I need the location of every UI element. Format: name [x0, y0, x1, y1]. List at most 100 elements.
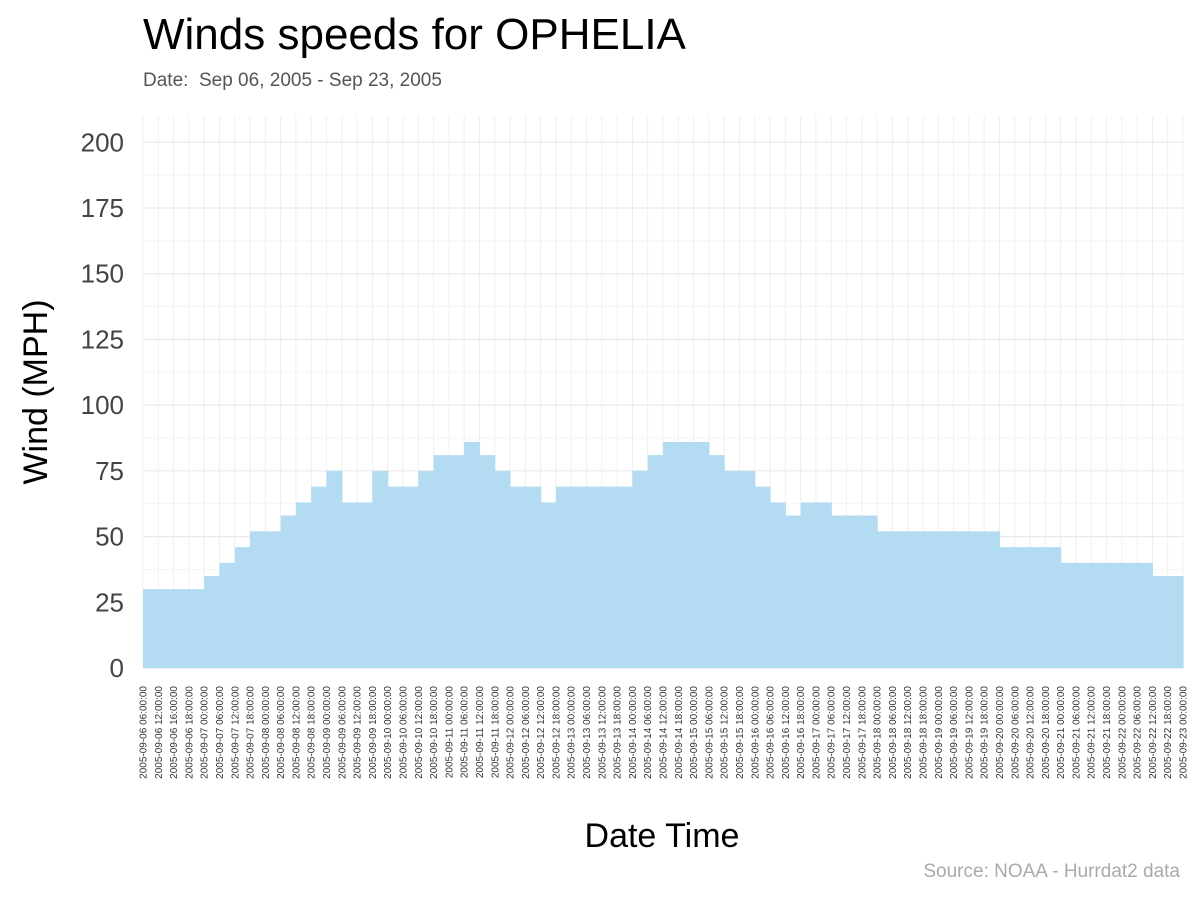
- wind-value-step: [1167, 576, 1184, 668]
- x-tick-label: 2005-09-14 18:00:00: [674, 686, 685, 779]
- x-tick-label: 2005-09-12 12:00:00: [536, 686, 547, 779]
- x-tick-label: 2005-09-16 06:00:00: [766, 686, 777, 779]
- x-tick-label: 2005-09-12 06:00:00: [521, 686, 532, 779]
- wind-value-step: [280, 515, 297, 668]
- wind-value-step: [555, 486, 572, 668]
- x-tick-label: 2005-09-19 18:00:00: [980, 686, 991, 779]
- wind-value-step: [510, 486, 526, 668]
- x-tick-label: 2005-09-06 12:00:00: [154, 686, 165, 779]
- wind-value-step: [739, 470, 756, 668]
- wind-value-step: [907, 531, 924, 668]
- wind-value-step: [387, 486, 404, 668]
- x-tick-label: 2005-09-16 18:00:00: [796, 686, 807, 779]
- x-tick-label: 2005-09-21 18:00:00: [1102, 686, 1113, 779]
- wind-value-step: [938, 531, 955, 668]
- wind-value-step: [250, 531, 266, 668]
- x-tick-label: 2005-09-18 06:00:00: [888, 686, 899, 779]
- x-tick-label: 2005-09-21 12:00:00: [1087, 686, 1098, 779]
- wind-value-step: [219, 562, 236, 668]
- wind-value-step: [188, 589, 205, 668]
- wind-value-step: [341, 502, 358, 668]
- y-tick-label: 75: [95, 456, 124, 486]
- x-tick-label: 2005-09-17 12:00:00: [842, 686, 853, 779]
- x-tick-label: 2005-09-18 12:00:00: [903, 686, 914, 779]
- x-tick-label: 2005-09-12 18:00:00: [551, 686, 562, 779]
- wind-value-step: [1091, 562, 1108, 668]
- x-tick-label: 2005-09-22 18:00:00: [1163, 686, 1174, 779]
- x-tick-label: 2005-09-06 18:00:00: [184, 686, 195, 779]
- wind-value-step: [571, 486, 588, 668]
- x-tick-label: 2005-09-20 12:00:00: [1026, 686, 1037, 779]
- y-axis-title: Wind (MPH): [17, 299, 55, 484]
- wind-value-step: [311, 486, 328, 668]
- wind-value-step: [204, 576, 221, 668]
- wind-value-step: [143, 589, 159, 668]
- wind-value-step: [770, 502, 786, 668]
- wind-value-step: [464, 441, 481, 668]
- y-tick-label: 175: [81, 193, 124, 223]
- wind-value-step: [234, 547, 251, 668]
- x-tick-label: 2005-09-09 18:00:00: [368, 686, 379, 779]
- wind-value-step: [586, 486, 603, 668]
- x-tick-label: 2005-09-13 18:00:00: [613, 686, 624, 779]
- x-tick-label: 2005-09-20 00:00:00: [995, 686, 1006, 779]
- x-axis-ticks: 2005-09-06 06:00:00 2005-09-06 12:00:00 20…: [139, 686, 1190, 779]
- x-tick-label: 2005-09-15 18:00:00: [735, 686, 746, 779]
- wind-value-step: [800, 502, 817, 668]
- wind-value-step: [1075, 562, 1092, 668]
- wind-value-step: [540, 502, 557, 668]
- x-tick-label: 2005-09-06 06:00:00: [139, 686, 150, 779]
- wind-value-step: [418, 470, 435, 668]
- wind-value-step: [1183, 576, 1184, 668]
- x-tick-label: 2005-09-14 06:00:00: [643, 686, 654, 779]
- wind-value-step: [601, 486, 618, 668]
- chart-subtitle: Date: Sep 06, 2005 - Sep 23, 2005: [143, 70, 442, 91]
- x-tick-label: 2005-09-19 12:00:00: [964, 686, 975, 779]
- x-tick-label: 2005-09-07 00:00:00: [200, 686, 211, 779]
- wind-value-step: [693, 441, 710, 668]
- wind-value-step: [831, 515, 848, 668]
- wind-value-step: [815, 502, 832, 668]
- y-tick-label: 0: [110, 653, 124, 683]
- wind-value-step: [479, 455, 496, 668]
- x-tick-label: 2005-09-14 00:00:00: [628, 686, 639, 779]
- x-tick-label: 2005-09-20 18:00:00: [1041, 686, 1052, 779]
- x-tick-label: 2005-09-15 06:00:00: [704, 686, 715, 779]
- x-tick-label: 2005-09-11 18:00:00: [490, 686, 501, 779]
- x-tick-label: 2005-09-18 18:00:00: [919, 686, 930, 779]
- x-tick-label: 2005-09-18 00:00:00: [873, 686, 884, 779]
- x-tick-label: 2005-09-07 12:00:00: [230, 686, 241, 779]
- wind-value-step: [173, 589, 190, 668]
- x-tick-label: 2005-09-14 12:00:00: [659, 686, 670, 779]
- x-tick-label: 2005-09-10 18:00:00: [429, 686, 440, 779]
- x-tick-label: 2005-09-10 00:00:00: [383, 686, 394, 779]
- wind-value-step: [265, 531, 282, 668]
- y-tick-label: 50: [95, 522, 124, 552]
- wind-value-step: [158, 589, 175, 668]
- wind-value-step: [953, 531, 970, 668]
- wind-value-step: [295, 502, 312, 668]
- wind-value-step: [357, 502, 374, 668]
- x-tick-label: 2005-09-17 00:00:00: [811, 686, 822, 779]
- x-tick-label: 2005-09-10 12:00:00: [414, 686, 425, 779]
- x-tick-label: 2005-09-20 06:00:00: [1010, 686, 1021, 779]
- wind-value-step: [372, 470, 389, 668]
- wind-value-step: [617, 486, 634, 668]
- wind-value-step: [754, 486, 771, 668]
- wind-value-step: [1060, 562, 1077, 668]
- wind-value-step: [494, 470, 511, 668]
- wind-value-step: [999, 547, 1016, 668]
- y-tick-label: 150: [81, 259, 124, 289]
- wind-value-step: [403, 486, 419, 668]
- wind-value-step: [1137, 562, 1154, 668]
- wind-area-series: [143, 441, 1184, 668]
- wind-value-step: [433, 455, 450, 668]
- y-tick-label: 125: [81, 324, 124, 354]
- wind-value-step: [1030, 547, 1046, 668]
- wind-value-step: [647, 455, 664, 668]
- x-tick-label: 2005-09-09 06:00:00: [337, 686, 348, 779]
- wind-value-step: [1106, 562, 1123, 668]
- y-axis-ticks: 0 25 50 75 100 125 150 175 200: [81, 127, 124, 683]
- x-tick-label: 2005-09-19 06:00:00: [949, 686, 960, 779]
- x-tick-label: 2005-09-16 00:00:00: [750, 686, 761, 779]
